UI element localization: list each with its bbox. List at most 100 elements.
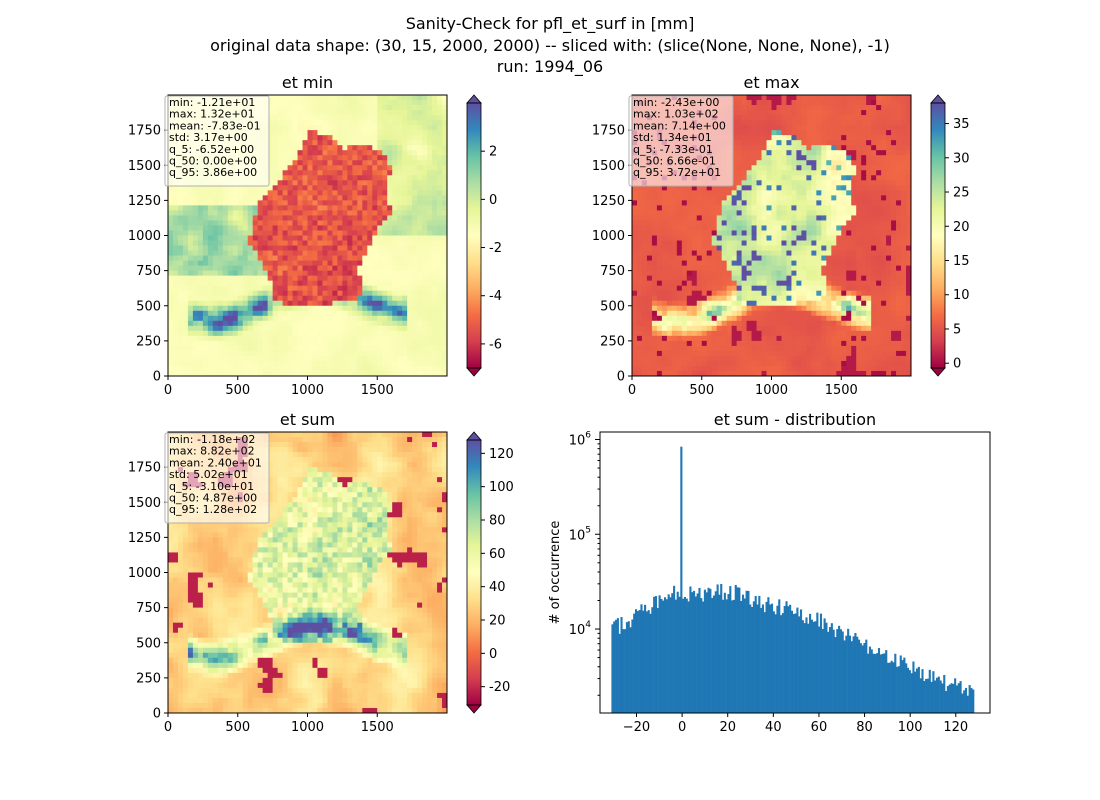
heatmap-cell [292,110,298,116]
heatmap-cell [272,240,279,246]
heatmap-cell [821,95,827,101]
heatmap-cell [342,265,348,272]
heatmap-cell [342,250,348,256]
heatmap-cell [292,370,298,377]
heatmap-cell [347,315,353,322]
heatmap-cell [786,180,792,186]
heatmap-cell [372,180,378,186]
heatmap-cell [262,365,269,372]
heatmap-cell [891,165,897,171]
heatmap-cell [661,205,668,211]
heatmap-cell [372,290,378,297]
heatmap-cell [397,335,403,342]
heatmap-cell [387,285,393,292]
heatmap-cell [741,245,747,251]
heatmap-cell [357,295,363,302]
heatmap-cell [227,350,234,357]
heatmap-cell [177,190,184,196]
heatmap-cell [891,160,897,166]
heatmap-cell [272,195,279,201]
heatmap-cell [262,265,269,272]
heatmap-cell [317,355,323,362]
heatmap-cell [716,225,723,231]
heatmap-cell [746,200,752,206]
heatmap-cell [207,265,214,272]
heatmap-cell [362,120,368,126]
heatmap-cell [731,165,738,171]
heatmap-cell [342,135,348,141]
heatmap-cell [776,110,782,116]
heatmap-cell [851,215,857,221]
heatmap-cell [427,245,433,251]
heatmap-cell [287,280,293,287]
heatmap-cell [382,125,388,131]
heatmap-cell [427,130,433,136]
stats-line: std: 3.17e+00 [169,131,248,144]
heatmap-cell [317,195,323,201]
heatmap-cell [372,325,378,332]
heatmap-cell [816,210,822,216]
heatmap-cell [816,125,822,131]
heatmap-cell [367,250,373,256]
heatmap-cell [427,190,433,196]
heatmap-cell [262,245,269,251]
heatmap-cell [432,185,438,191]
heatmap-cell [277,220,283,226]
heatmap-cell [362,230,368,236]
heatmap-cell [751,135,757,141]
heatmap-cell [257,330,264,337]
heatmap-cell [212,210,219,216]
heatmap-cell [392,355,398,362]
heatmap-cell [906,95,912,101]
heatmap-cell [706,215,713,221]
heatmap-cell [197,245,204,251]
heatmap-cell [397,295,403,302]
heatmap-cell [407,100,413,106]
heatmap-cell [766,250,772,256]
colorbar-extend-bottom [466,367,482,377]
heatmap-cell [846,225,852,231]
heatmap-cell [272,125,279,131]
heatmap-cell [881,235,887,241]
heatmap-cell [332,190,338,196]
heatmap-cell [187,340,194,347]
heatmap-cell [387,155,393,161]
heatmap-cell [182,300,189,307]
heatmap-cell [372,130,378,136]
heatmap-cell [322,345,328,352]
heatmap-cell [811,195,817,201]
heatmap-cell [437,205,443,211]
heatmap-cell [322,110,328,116]
heatmap-cell [222,190,229,196]
heatmap-cell [841,185,847,191]
heatmap-cell [671,210,678,216]
heatmap-cell [442,310,448,317]
heatmap-cell [237,325,244,332]
heatmap-cell [751,250,757,256]
heatmap-cell [327,170,333,176]
heatmap-cell [442,235,448,241]
heatmap-cell [287,135,293,141]
panel-title: et max [743,73,799,92]
heatmap-cell [262,310,269,317]
heatmap-cell [896,170,902,176]
heatmap-cell [257,270,264,277]
heatmap-cell [432,225,438,231]
heatmap-cell [327,280,333,287]
heatmap-cell [751,165,757,171]
heatmap-cell [412,365,418,372]
heatmap-cell [322,305,328,312]
heatmap-cell [871,100,877,106]
heatmap-cell [357,105,363,111]
heatmap-cell [696,230,703,236]
heatmap-cell [297,310,303,317]
heatmap-cell [771,150,777,156]
heatmap-cell [232,320,239,327]
heatmap-cell [312,120,318,126]
heatmap-cell [836,145,842,151]
heatmap-cell [222,215,229,221]
heatmap-cell [756,105,762,111]
heatmap-cell [287,145,293,151]
heatmap-cell [721,185,728,191]
heatmap-cell [442,240,448,246]
